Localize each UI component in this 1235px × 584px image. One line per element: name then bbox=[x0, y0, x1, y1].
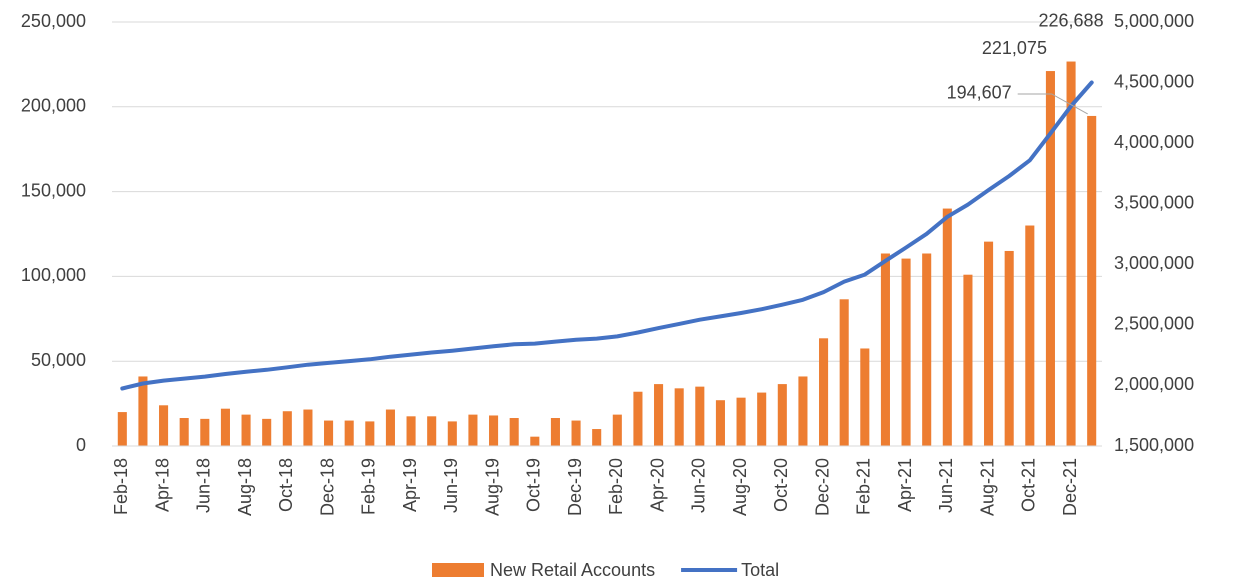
x-tick-label: Jun-21 bbox=[936, 458, 956, 513]
y2-tick-label: 1,500,000 bbox=[1114, 435, 1194, 455]
x-tick-label: Feb-20 bbox=[606, 458, 626, 515]
bar bbox=[406, 416, 416, 446]
bar bbox=[819, 338, 829, 446]
y2-tick-label: 2,000,000 bbox=[1114, 374, 1194, 394]
legend-label: Total bbox=[741, 560, 779, 580]
bar bbox=[715, 400, 725, 446]
bar bbox=[324, 420, 334, 446]
x-tick-label: Jun-19 bbox=[441, 458, 461, 513]
bar bbox=[241, 414, 251, 446]
x-tick-label: Aug-18 bbox=[235, 458, 255, 516]
bar bbox=[1066, 61, 1076, 447]
bar bbox=[489, 415, 499, 446]
bar bbox=[880, 253, 890, 446]
x-tick-label: Aug-20 bbox=[730, 458, 750, 516]
bar bbox=[612, 414, 622, 446]
bar bbox=[262, 418, 272, 446]
x-tick-label: Apr-21 bbox=[895, 458, 915, 512]
x-tick-label: Aug-21 bbox=[977, 458, 997, 516]
x-tick-label: Feb-18 bbox=[111, 458, 131, 515]
x-tick-label: Feb-21 bbox=[854, 458, 874, 515]
bar bbox=[1087, 115, 1097, 446]
y-tick-label: 200,000 bbox=[21, 96, 86, 116]
bar bbox=[839, 299, 849, 446]
y-tick-label: 0 bbox=[76, 435, 86, 455]
bar bbox=[200, 418, 210, 446]
bar bbox=[447, 421, 457, 446]
bar bbox=[1004, 250, 1014, 446]
bar bbox=[984, 241, 994, 446]
bar bbox=[550, 418, 560, 446]
x-tick-label: Oct-21 bbox=[1019, 458, 1039, 512]
x-tick-label: Apr-19 bbox=[400, 458, 420, 512]
data-label: 194,607 bbox=[947, 83, 1012, 103]
bar bbox=[159, 405, 169, 446]
leader-line bbox=[1017, 93, 1088, 115]
bar bbox=[468, 414, 478, 446]
x-tick-label: Aug-19 bbox=[482, 458, 502, 516]
x-tick-label: Oct-19 bbox=[524, 458, 544, 512]
bar bbox=[282, 411, 292, 446]
y2-tick-label: 5,000,000 bbox=[1114, 11, 1194, 31]
bar bbox=[777, 384, 787, 446]
bar bbox=[427, 416, 437, 446]
y-tick-label: 250,000 bbox=[21, 11, 86, 31]
bar bbox=[654, 384, 664, 446]
bar bbox=[1045, 71, 1055, 447]
y2-tick-label: 4,500,000 bbox=[1114, 71, 1194, 91]
bar bbox=[344, 420, 354, 446]
y-tick-label: 100,000 bbox=[21, 265, 86, 285]
bar bbox=[571, 420, 581, 446]
bar bbox=[592, 429, 602, 446]
bar bbox=[860, 348, 870, 446]
x-tick-label: Dec-20 bbox=[812, 458, 832, 516]
bar bbox=[757, 392, 767, 446]
bar bbox=[922, 253, 932, 446]
x-tick-label: Dec-19 bbox=[565, 458, 585, 516]
y2-tick-label: 2,500,000 bbox=[1114, 314, 1194, 334]
bar bbox=[220, 408, 230, 446]
bar bbox=[365, 421, 375, 446]
bar bbox=[695, 386, 705, 446]
bar bbox=[303, 409, 313, 446]
bar bbox=[963, 274, 973, 446]
x-tick-label: Oct-20 bbox=[771, 458, 791, 512]
bar bbox=[736, 397, 746, 446]
legend-swatch bbox=[432, 563, 484, 577]
x-tick-label: Dec-21 bbox=[1060, 458, 1080, 516]
x-tick-label: Jun-18 bbox=[194, 458, 214, 513]
bar bbox=[509, 418, 519, 446]
x-tick-label: Oct-18 bbox=[276, 458, 296, 512]
legend-label: New Retail Accounts bbox=[490, 560, 655, 580]
bar bbox=[1025, 225, 1035, 446]
bar bbox=[179, 418, 189, 446]
x-tick-label: Feb-19 bbox=[359, 458, 379, 515]
bar bbox=[798, 376, 808, 446]
bar bbox=[530, 436, 540, 446]
bar bbox=[117, 412, 127, 446]
y2-tick-label: 3,000,000 bbox=[1114, 253, 1194, 273]
data-label: 226,688 bbox=[1039, 10, 1104, 30]
bar bbox=[942, 208, 952, 446]
bar bbox=[633, 391, 643, 446]
x-tick-label: Apr-18 bbox=[152, 458, 172, 512]
x-tick-label: Jun-20 bbox=[689, 458, 709, 513]
y-tick-label: 50,000 bbox=[31, 350, 86, 370]
y2-tick-label: 4,000,000 bbox=[1114, 132, 1194, 152]
data-label: 221,075 bbox=[982, 38, 1047, 58]
bar bbox=[385, 409, 395, 446]
line bbox=[120, 80, 1094, 391]
bar bbox=[138, 376, 148, 446]
x-tick-label: Apr-20 bbox=[647, 458, 667, 512]
bar bbox=[901, 258, 911, 446]
x-tick-label: Dec-18 bbox=[317, 458, 337, 516]
bar bbox=[674, 388, 684, 446]
y-tick-label: 150,000 bbox=[21, 180, 86, 200]
y2-tick-label: 3,500,000 bbox=[1114, 192, 1194, 212]
